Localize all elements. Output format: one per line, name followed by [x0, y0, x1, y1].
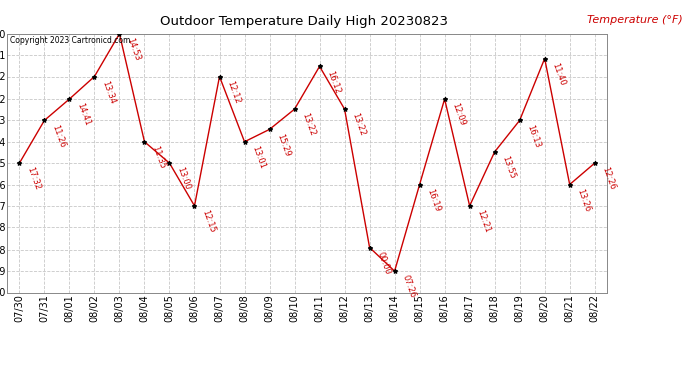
Point	[539, 56, 550, 62]
Text: 00:00: 00:00	[375, 250, 392, 276]
Text: 16:12: 16:12	[325, 69, 342, 94]
Point	[114, 31, 125, 37]
Point	[489, 149, 500, 155]
Point	[564, 182, 575, 188]
Text: 11:26: 11:26	[50, 123, 67, 148]
Text: 13:34: 13:34	[100, 79, 117, 105]
Text: 13:00: 13:00	[175, 166, 192, 191]
Point	[214, 74, 225, 80]
Point	[164, 160, 175, 166]
Text: 07:26: 07:26	[400, 274, 417, 300]
Point	[389, 268, 400, 274]
Text: 17:32: 17:32	[25, 166, 41, 192]
Text: 15:29: 15:29	[275, 132, 292, 158]
Point	[14, 160, 25, 166]
Text: 16:19: 16:19	[425, 187, 442, 213]
Text: 16:13: 16:13	[525, 123, 542, 149]
Point	[514, 117, 525, 123]
Point	[339, 106, 350, 112]
Text: 11:35: 11:35	[150, 144, 167, 170]
Point	[89, 74, 100, 80]
Text: 13:01: 13:01	[250, 144, 267, 170]
Point	[289, 106, 300, 112]
Text: Temperature (°F): Temperature (°F)	[587, 15, 683, 25]
Text: 13:22: 13:22	[350, 112, 367, 137]
Point	[239, 139, 250, 145]
Point	[439, 96, 450, 102]
Text: 13:26: 13:26	[575, 187, 592, 213]
Point	[139, 139, 150, 145]
Text: 12:26: 12:26	[600, 166, 617, 191]
Point	[364, 244, 375, 250]
Text: Copyright 2023 Cartronicd.com: Copyright 2023 Cartronicd.com	[10, 36, 130, 45]
Point	[64, 96, 75, 102]
Text: 14:53: 14:53	[125, 36, 141, 62]
Point	[264, 126, 275, 132]
Text: 11:40: 11:40	[550, 61, 566, 87]
Point	[414, 182, 425, 188]
Point	[189, 203, 200, 209]
Text: 14:41: 14:41	[75, 102, 92, 127]
Point	[589, 160, 600, 166]
Point	[314, 63, 325, 69]
Text: 12:15: 12:15	[200, 209, 217, 234]
Text: 13:22: 13:22	[300, 112, 317, 137]
Text: 12:09: 12:09	[450, 102, 466, 127]
Text: Outdoor Temperature Daily High 20230823: Outdoor Temperature Daily High 20230823	[159, 15, 448, 28]
Text: 12:12: 12:12	[225, 79, 241, 105]
Point	[39, 117, 50, 123]
Point	[464, 203, 475, 209]
Text: 13:55: 13:55	[500, 154, 517, 180]
Text: 12:21: 12:21	[475, 209, 492, 234]
